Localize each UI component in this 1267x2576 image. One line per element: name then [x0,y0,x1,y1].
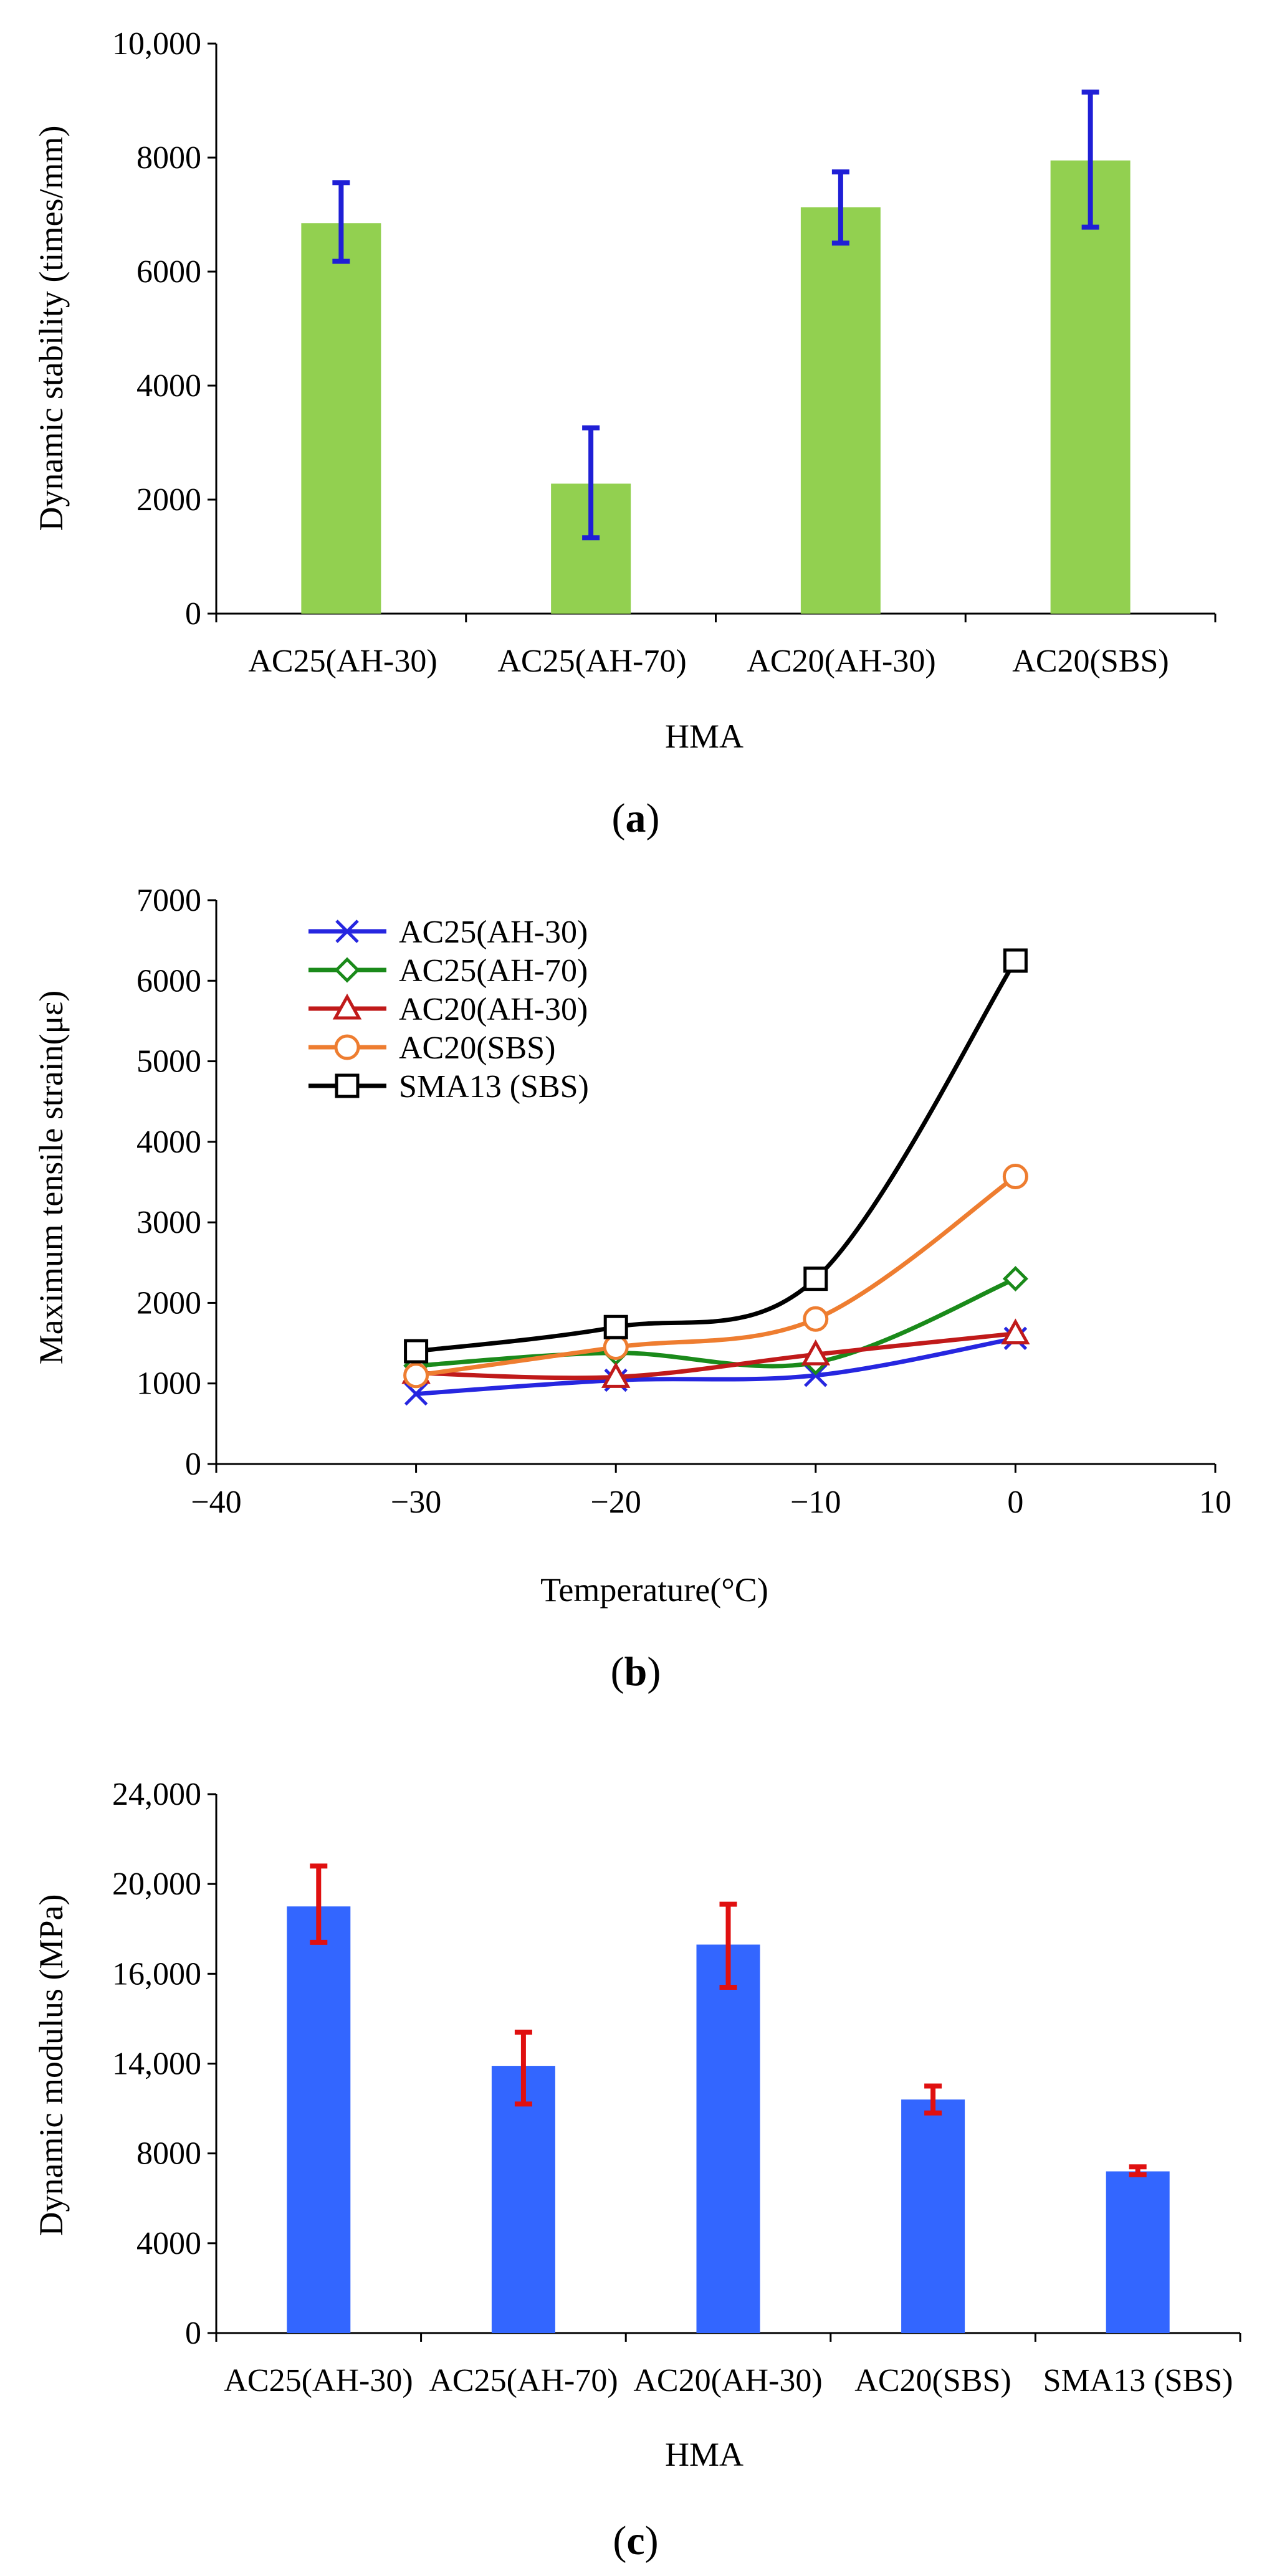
chart-b-y-tick-label-2: 2000 [136,1285,201,1321]
chart-c-panel-letter: c [626,2518,644,2564]
chart-c-y-tick-label-2: 8000 [136,2136,201,2172]
chart-b-legend-label-1: AC25(AH-70) [399,953,588,989]
chart-b-y-tick-label-1: 1000 [136,1366,201,1402]
chart-b-legend-marker-2 [332,993,362,1020]
chart-c-panel-label: (c) [613,2518,658,2564]
chart-b-series-line-4 [416,959,1018,1354]
chart-b-ylabel: Maximum tensile strain(με) [32,991,70,1365]
chart-c-y-tick-label-5: 20,000 [112,1866,201,1902]
chart-a-x-label-3: AC20(SBS) [1012,644,1169,679]
chart-c-y-tick-label-6: 24,000 [112,1777,201,1812]
chart-b-point-0-2-stroke-2 [804,1364,828,1387]
chart-b-legend-marker-3 [334,1034,360,1060]
chart-b-legend-marker-0-stroke-2 [335,920,359,943]
chart-b-series-line-1 [416,1276,1016,1369]
chart-b-legend-label-4: SMA13 (SBS) [399,1069,589,1105]
chart-c-bar-3 [901,2099,965,2333]
chart-b-legend-marker-1 [334,957,360,983]
chart-c-xlabel: HMA [665,2436,743,2473]
chart-c-y-tick-label-1: 4000 [136,2226,201,2261]
chart-b-y-tick-label-7: 7000 [136,883,201,918]
chart-b-series-line-0 [416,1336,1016,1397]
chart-a: 0 2000 4000 6000 8000 10,000 AC25(AH-30) AC25… [32,26,1217,841]
chart-c-bar-1 [491,2066,555,2333]
chart-a-y-tick-label-0: 0 [185,596,201,632]
chart-a-bar-2 [800,207,881,614]
chart-b-x-tick-label-0: −40 [191,1485,241,1520]
chart-b-point-4-3 [1003,948,1028,973]
chart-a-y-tick-label-2: 4000 [136,368,201,404]
chart-b-x-tick-label-2: −20 [591,1485,641,1520]
chart-b-point-2-1 [601,1362,631,1388]
chart-b-x-tick-label-4: 0 [1007,1485,1023,1520]
chart-b-legend-label-0: AC25(AH-30) [399,915,588,950]
chart-b-legend-label-2: AC20(AH-30) [399,992,588,1027]
chart-c-bar-2 [696,1944,760,2333]
chart-b-point-0-0 [404,1382,428,1406]
chart-b-xlabel: Temperature(°C) [540,1571,768,1609]
chart-b-y-tick-label-3: 3000 [136,1205,201,1240]
chart-b-point-1-3 [1002,1266,1028,1292]
chart-b-series-line-2 [416,1331,1016,1381]
chart-a-x-label-2: AC20(AH-30) [747,644,935,679]
chart-b-y-tick-label-0: 0 [185,1447,201,1482]
chart-c-x-label-3: AC20(SBS) [854,2363,1011,2398]
chart-b-point-2-2 [801,1339,831,1366]
chart-a-panel-label: (a) [612,796,660,841]
chart-a-y-tick-label-4: 8000 [136,140,201,176]
chart-b-panel-letter: b [624,1649,648,1694]
chart-a-bar-3 [1050,160,1131,614]
chart-b-point-3-3 [1002,1163,1028,1189]
chart-b-legend-marker-4 [335,1073,360,1098]
chart-b-point-0-0-stroke-2 [404,1382,428,1406]
chart-b-point-0-2 [804,1364,828,1387]
chart-b-point-3-2 [803,1306,829,1332]
chart-c: 0 4000 8000 14,000 16,000 20,000 24,000 AC25(A… [32,1777,1241,2564]
chart-b-point-4-2 [803,1267,828,1291]
chart-b: 0 1000 2000 3000 4000 5000 6000 7000 −40 −30 −20 −… [32,883,1231,1694]
chart-a-xlabel: HMA [665,718,743,755]
chart-b-point-3-1 [603,1334,629,1361]
chart-a-y-tick-label-3: 6000 [136,254,201,290]
chart-b-point-4-0 [404,1339,429,1364]
chart-b-x-tick-label-5: 10 [1199,1485,1231,1520]
chart-b-y-tick-label-5: 5000 [136,1044,201,1080]
chart-a-y-tick-label-5: 10,000 [112,26,201,62]
chart-c-x-label-1: AC25(AH-70) [429,2363,618,2398]
chart-c-x-label-2: AC20(AH-30) [633,2363,822,2398]
chart-b-series-line-3 [416,1174,1017,1378]
chart-c-ylabel: Dynamic modulus (MPa) [32,1894,70,2236]
chart-c-x-label-4: SMA13 (SBS) [1043,2363,1233,2398]
chart-a-panel-letter: a [626,796,646,841]
chart-b-legend-label-3: AC20(SBS) [399,1030,555,1066]
chart-c-x-label-0: AC25(AH-30) [224,2363,413,2398]
chart-a-x-label-0: AC25(AH-30) [248,644,437,679]
chart-b-y-tick-label-6: 6000 [136,963,201,999]
chart-b-x-tick-label-1: −30 [391,1485,441,1520]
chart-c-y-tick-label-3: 14,000 [112,2046,201,2082]
chart-b-point-3-0 [403,1362,429,1389]
chart-a-y-tick-label-1: 2000 [136,482,201,518]
chart-b-x-tick-label-3: −10 [790,1485,841,1520]
chart-a-ylabel: Dynamic stability (times/mm) [32,126,70,531]
chart-b-point-2-3 [1001,1318,1030,1345]
chart-b-point-4-1 [603,1314,628,1339]
chart-b-y-tick-label-4: 4000 [136,1124,201,1160]
chart-a-bar-0 [301,223,381,614]
chart-c-y-tick-label-4: 16,000 [112,1956,201,1992]
chart-c-bar-4 [1106,2171,1170,2333]
chart-b-legend-marker-0 [335,920,359,943]
chart-c-y-tick-label-0: 0 [185,2316,201,2351]
chart-a-x-label-1: AC25(AH-70) [497,644,686,679]
chart-c-bar-0 [287,1906,351,2333]
chart-b-panel-label: (b) [611,1649,661,1694]
